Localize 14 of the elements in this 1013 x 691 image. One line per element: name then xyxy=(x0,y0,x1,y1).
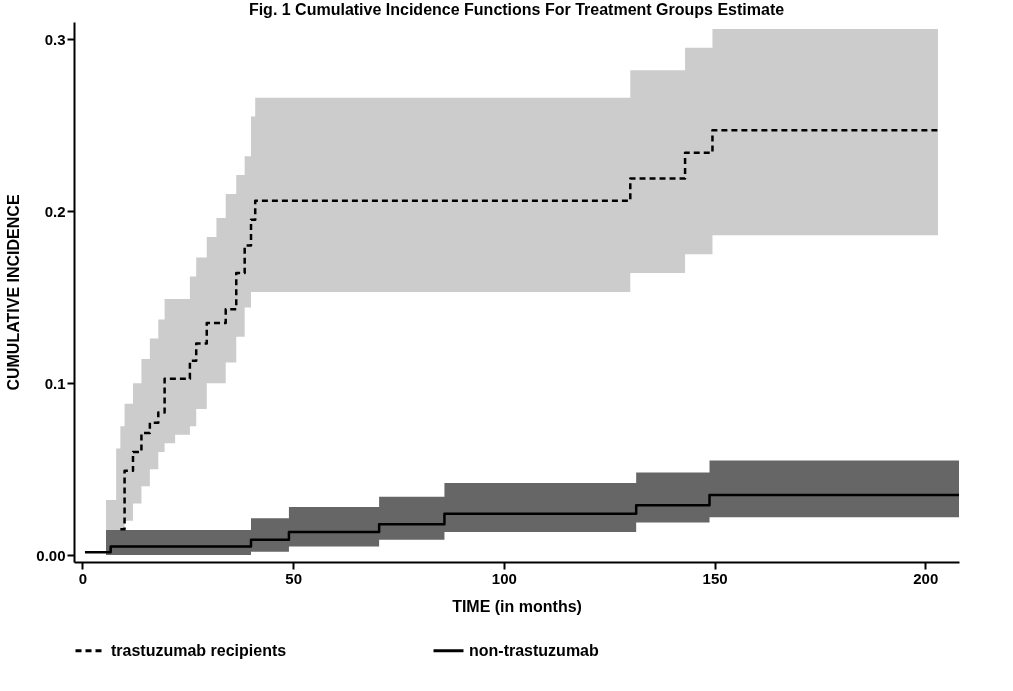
legend-label: trastuzumab recipients xyxy=(111,641,287,659)
x-tick-label: 0 xyxy=(78,569,88,587)
y-tick-label: 0.1 xyxy=(44,374,66,392)
x-tick-label: 150 xyxy=(702,569,728,587)
x-axis-title: TIME (in months) xyxy=(452,597,582,615)
x-tick-label: 50 xyxy=(285,569,302,587)
legend-label: non-trastuzumab xyxy=(469,641,599,659)
y-tick-label: 0.3 xyxy=(44,30,66,48)
y-tick-label: 0.00 xyxy=(36,546,66,564)
y-tick-label: 0.2 xyxy=(44,202,66,220)
chart-title: Fig. 1 Cumulative Incidence Functions For Treatment Groups Estimate xyxy=(248,1,785,18)
x-tick-label: 200 xyxy=(913,569,939,587)
x-tick-label: 100 xyxy=(491,569,517,587)
y-axis-title: CUMULATIVE INCIDENCE xyxy=(5,194,23,391)
